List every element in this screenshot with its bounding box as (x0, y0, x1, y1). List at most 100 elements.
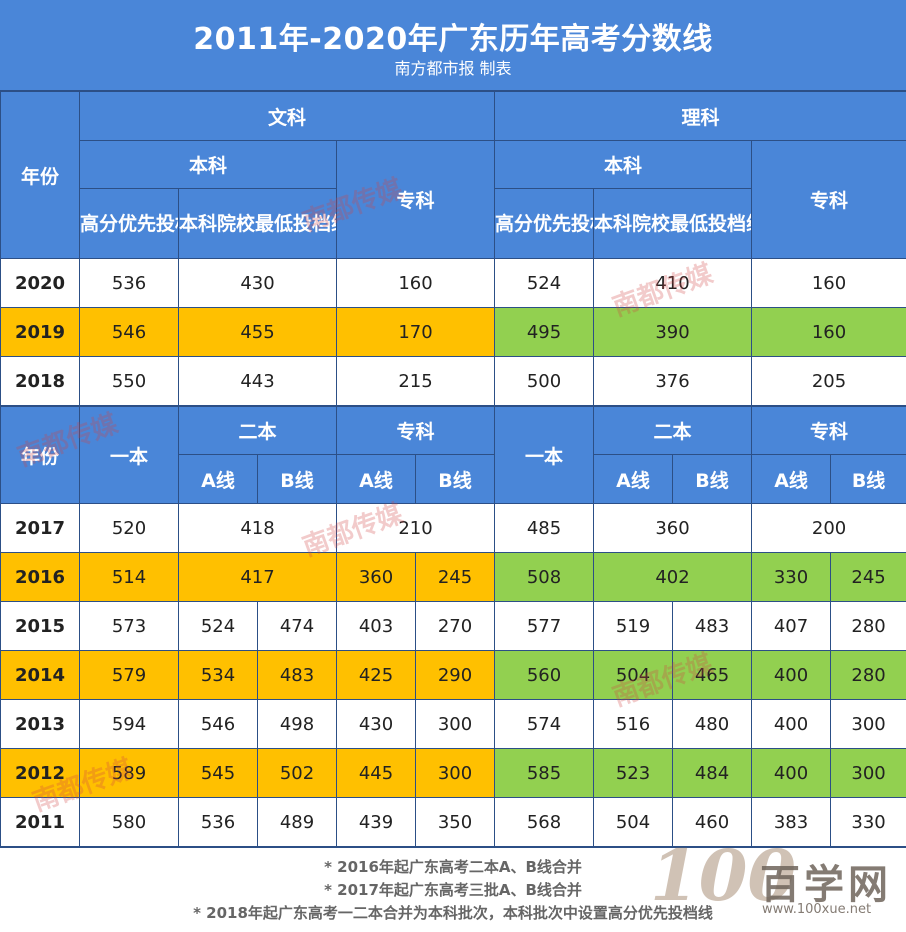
a-line-header: A线 (594, 455, 673, 504)
score-cell: 418 (179, 504, 337, 553)
score-cell: 550 (80, 357, 179, 406)
page-title: 2011年-2020年广东历年高考分数线 (0, 14, 906, 58)
score-cell: 508 (495, 553, 594, 602)
score-cell: 170 (337, 308, 495, 357)
score-cell: 495 (495, 308, 594, 357)
score-cell: 594 (80, 700, 179, 749)
score-cell: 585 (495, 749, 594, 798)
score-cell: 568 (495, 798, 594, 847)
score-cell: 474 (258, 602, 337, 651)
a-line-header: A线 (752, 455, 831, 504)
like-benke-header: 本科 (495, 141, 752, 189)
wenke-zhuanke-header: 专科 (337, 407, 495, 455)
score-cell: 489 (258, 798, 337, 847)
table-row: 2015 573 524 474 403 270 577 519 483 407… (1, 602, 906, 651)
like-zhuanke-header: 专科 (752, 407, 906, 455)
score-cell: 430 (179, 259, 337, 308)
score-cell: 523 (594, 749, 673, 798)
title-banner: 2011年-2020年广东历年高考分数线 南方都市报 制表 (0, 0, 906, 92)
year-cell: 2012 (1, 749, 80, 798)
score-cell: 245 (831, 553, 906, 602)
score-cell: 536 (80, 259, 179, 308)
score-cell: 524 (495, 259, 594, 308)
score-cell: 376 (594, 357, 752, 406)
wenke-benke-header: 本科 (80, 141, 337, 189)
like-header: 理科 (495, 92, 906, 141)
year-cell: 2018 (1, 357, 80, 406)
wenke-yiben-header: 一本 (80, 407, 179, 504)
score-cell: 439 (337, 798, 416, 847)
a-line-header: A线 (179, 455, 258, 504)
score-cell: 215 (337, 357, 495, 406)
score-cell: 574 (495, 700, 594, 749)
score-cell: 589 (80, 749, 179, 798)
score-cell: 205 (752, 357, 906, 406)
like-benke-min-header: 本科院校最低投档线 (594, 189, 752, 259)
score-cell: 465 (673, 651, 752, 700)
score-cell: 402 (594, 553, 752, 602)
b-line-header: B线 (258, 455, 337, 504)
year-cell: 2013 (1, 700, 80, 749)
year-cell: 2019 (1, 308, 80, 357)
score-cell: 400 (752, 651, 831, 700)
score-cell: 480 (673, 700, 752, 749)
year-cell: 2017 (1, 504, 80, 553)
score-cell: 520 (80, 504, 179, 553)
year-cell: 2011 (1, 798, 80, 847)
score-cell: 514 (80, 553, 179, 602)
score-cell: 400 (752, 700, 831, 749)
score-cell: 519 (594, 602, 673, 651)
wenke-zhuanke-header: 专科 (337, 141, 495, 259)
score-cell: 524 (179, 602, 258, 651)
score-cell: 330 (752, 553, 831, 602)
score-cell: 403 (337, 602, 416, 651)
table-row: 2014 579 534 483 425 290 560 504 465 400… (1, 651, 906, 700)
score-cell: 407 (752, 602, 831, 651)
score-cell: 545 (179, 749, 258, 798)
like-erben-header: 二本 (594, 407, 752, 455)
score-cell: 300 (831, 700, 906, 749)
score-table-2018-2020: 年份 文科 理科 本科 专科 本科 专科 高分优先投档线 本科院校最低投档线 高… (0, 91, 906, 406)
score-cell: 200 (752, 504, 906, 553)
score-cell: 445 (337, 749, 416, 798)
score-cell: 400 (752, 749, 831, 798)
a-line-header: A线 (337, 455, 416, 504)
score-cell: 290 (416, 651, 495, 700)
score-cell: 502 (258, 749, 337, 798)
score-cell: 360 (594, 504, 752, 553)
like-gaofen-header: 高分优先投档线 (495, 189, 594, 259)
year-cell: 2020 (1, 259, 80, 308)
wenke-gaofen-header: 高分优先投档线 (80, 189, 179, 259)
score-cell: 580 (80, 798, 179, 847)
score-cell: 210 (337, 504, 495, 553)
score-cell: 300 (416, 700, 495, 749)
score-table-2011-2017: 年份 一本 二本 专科 一本 二本 专科 A线 B线 A线 B线 A线 B线 A… (0, 406, 906, 847)
like-zhuanke-header: 专科 (752, 141, 906, 259)
year-cell: 2015 (1, 602, 80, 651)
wenke-header: 文科 (80, 92, 495, 141)
score-cell: 546 (80, 308, 179, 357)
table-row: 2012 589 545 502 445 300 585 523 484 400… (1, 749, 906, 798)
b-line-header: B线 (831, 455, 906, 504)
score-cell: 516 (594, 700, 673, 749)
site-logo: 100 百学网 www.100xue.net (650, 828, 906, 928)
score-cell: 390 (594, 308, 752, 357)
score-cell: 546 (179, 700, 258, 749)
score-cell: 579 (80, 651, 179, 700)
score-cell: 360 (337, 553, 416, 602)
score-cell: 417 (179, 553, 337, 602)
wenke-benke-min-header: 本科院校最低投档线 (179, 189, 337, 259)
table-row: 2017 520 418 210 485 360 200 (1, 504, 906, 553)
table-row: 2019 546 455 170 495 390 160 (1, 308, 906, 357)
score-cell: 350 (416, 798, 495, 847)
table-row: 2018 550 443 215 500 376 205 (1, 357, 906, 406)
table-row: 2013 594 546 498 430 300 574 516 480 400… (1, 700, 906, 749)
logo-url: www.100xue.net (762, 902, 871, 917)
score-cell: 280 (831, 651, 906, 700)
b-line-header: B线 (416, 455, 495, 504)
score-cell: 425 (337, 651, 416, 700)
table-row: 2016 514 417 360 245 508 402 330 245 (1, 553, 906, 602)
score-cell: 577 (495, 602, 594, 651)
score-cell: 485 (495, 504, 594, 553)
score-cell: 504 (594, 651, 673, 700)
